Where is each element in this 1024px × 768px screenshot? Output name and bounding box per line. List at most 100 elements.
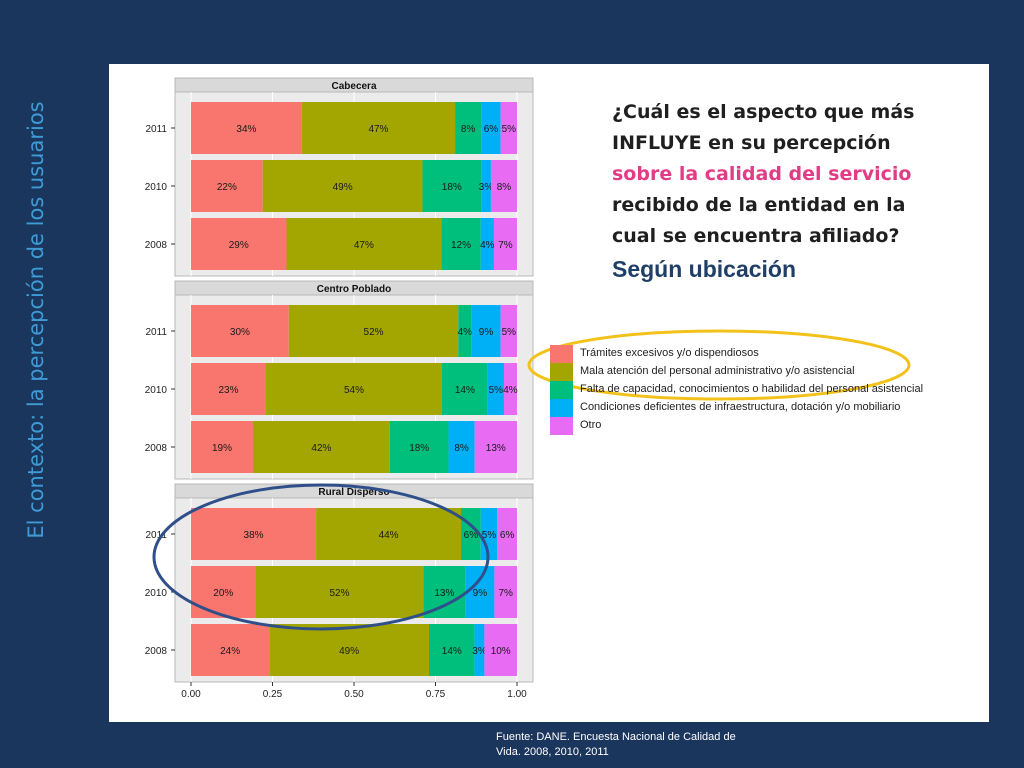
bar-segment [191, 566, 256, 618]
bar-label: 20% [213, 588, 233, 599]
bar-segment [481, 160, 491, 212]
legend-item-mala-atencion: Mala atención del personal administrativ… [550, 363, 970, 381]
legend-label: Condiciones deficientes de infraestructu… [580, 401, 901, 413]
bar-label: 18% [442, 182, 462, 193]
bar-label: 13% [434, 588, 454, 599]
bar-label: 52% [364, 327, 384, 338]
panel-title: Cabecera [331, 81, 376, 92]
bar-label: 8% [497, 182, 512, 193]
bar-segment [458, 305, 472, 357]
y-tick-label: 2008 [145, 443, 168, 454]
bar-label: 3% [472, 646, 487, 657]
bar-segment [442, 363, 488, 415]
y-tick-label: 2010 [145, 385, 168, 396]
panel-title: Centro Poblado [317, 284, 391, 295]
legend-label: Falta de capacidad, conocimientos o habi… [580, 383, 924, 395]
legend-item-falta-capacidad: Falta de capacidad, conocimientos o habi… [550, 381, 970, 399]
legend-swatch [550, 345, 573, 363]
legend-item-tramites: Trámites excesivos y/o dispendiosos [550, 345, 970, 363]
bar-segment [481, 102, 501, 154]
bar-label: 24% [220, 646, 240, 657]
bar-label: 44% [379, 530, 399, 541]
bar-label: 5% [502, 327, 517, 338]
bar-label: 5% [482, 530, 497, 541]
bar-label: 7% [498, 588, 513, 599]
bar-label: 7% [498, 240, 513, 251]
bar-segment [191, 363, 266, 415]
bar-label: 4% [458, 327, 473, 338]
legend-label: Mala atención del personal administrativ… [580, 365, 855, 377]
bar-segment [448, 421, 475, 473]
bar-label: 6% [484, 124, 499, 135]
bar-segment [191, 102, 302, 154]
bar-segment [262, 160, 423, 212]
legend-item-infraestructura: Condiciones deficientes de infraestructu… [550, 399, 970, 417]
bar-segment [191, 305, 289, 357]
bar-segment [494, 566, 517, 618]
side-title-container: El contexto: la percepción de los usuari… [16, 50, 56, 590]
legend-swatch [550, 417, 573, 435]
y-tick-label: 2010 [145, 588, 168, 599]
bar-label: 18% [409, 443, 429, 454]
bar-segment [455, 102, 482, 154]
bar-label: 23% [218, 385, 238, 396]
bar-segment [493, 218, 517, 270]
bar-label: 5% [502, 124, 517, 135]
bar-label: 14% [455, 385, 475, 396]
legend-swatch [550, 399, 573, 417]
bar-segment [441, 218, 481, 270]
bar-segment [422, 160, 482, 212]
bar-label: 38% [244, 530, 264, 541]
y-tick-label: 2010 [145, 182, 168, 193]
y-tick-label: 2008 [145, 646, 168, 657]
bar-label: 5% [489, 385, 504, 396]
bar-label: 13% [486, 443, 506, 454]
question-text: ¿Cuál es el aspecto que más INFLUYE en s… [612, 97, 942, 285]
bar-segment [269, 624, 429, 676]
bar-segment [255, 566, 424, 618]
bar-segment [500, 102, 517, 154]
y-tick-label: 2011 [145, 327, 167, 338]
bar-label: 29% [229, 240, 249, 251]
bar-label: 52% [329, 588, 349, 599]
legend-item-otro: Otro [550, 417, 970, 435]
bar-segment [191, 508, 317, 560]
bar-label: 12% [451, 240, 471, 251]
legend-swatch [550, 381, 573, 399]
bar-segment [474, 624, 485, 676]
bar-label: 19% [212, 443, 232, 454]
bar-segment [500, 305, 517, 357]
bar-label: 47% [368, 124, 388, 135]
bar-label: 4% [480, 240, 495, 251]
bar-label: 9% [473, 588, 488, 599]
x-tick-label: 0.00 [181, 689, 201, 700]
source-note: Fuente: DANE. Encuesta Nacional de Calid… [496, 731, 736, 758]
side-title: El contexto: la percepción de los usuari… [24, 101, 48, 539]
bar-label: 14% [442, 646, 462, 657]
bar-label: 3% [479, 182, 494, 193]
bar-segment [423, 566, 466, 618]
question-subtitle: Según ubicación [612, 256, 797, 282]
question-part-1: ¿Cuál es el aspecto que más INFLUYE en s… [612, 101, 915, 154]
bar-segment [288, 305, 459, 357]
bar-segment [191, 160, 263, 212]
bar-segment [471, 305, 501, 357]
bar-segment [474, 421, 517, 473]
y-tick-label: 2011 [145, 530, 167, 541]
bar-label: 6% [464, 530, 479, 541]
legend-label: Trámites excesivos y/o dispendiosos [580, 347, 759, 359]
bar-label: 6% [500, 530, 515, 541]
bar-segment [487, 363, 504, 415]
bar-segment [503, 363, 517, 415]
question-highlight: sobre la calidad del servicio [612, 163, 912, 185]
rural-highlight-ellipse [152, 483, 490, 631]
bar-segment [252, 421, 390, 473]
x-tick-label: 0.75 [426, 689, 446, 700]
question-part-2: recibido de la entidad en la cual se enc… [612, 194, 906, 247]
bar-label: 54% [344, 385, 364, 396]
bar-label: 47% [354, 240, 374, 251]
bar-label: 34% [236, 124, 256, 135]
bar-label: 4% [503, 385, 518, 396]
bar-segment [428, 624, 475, 676]
